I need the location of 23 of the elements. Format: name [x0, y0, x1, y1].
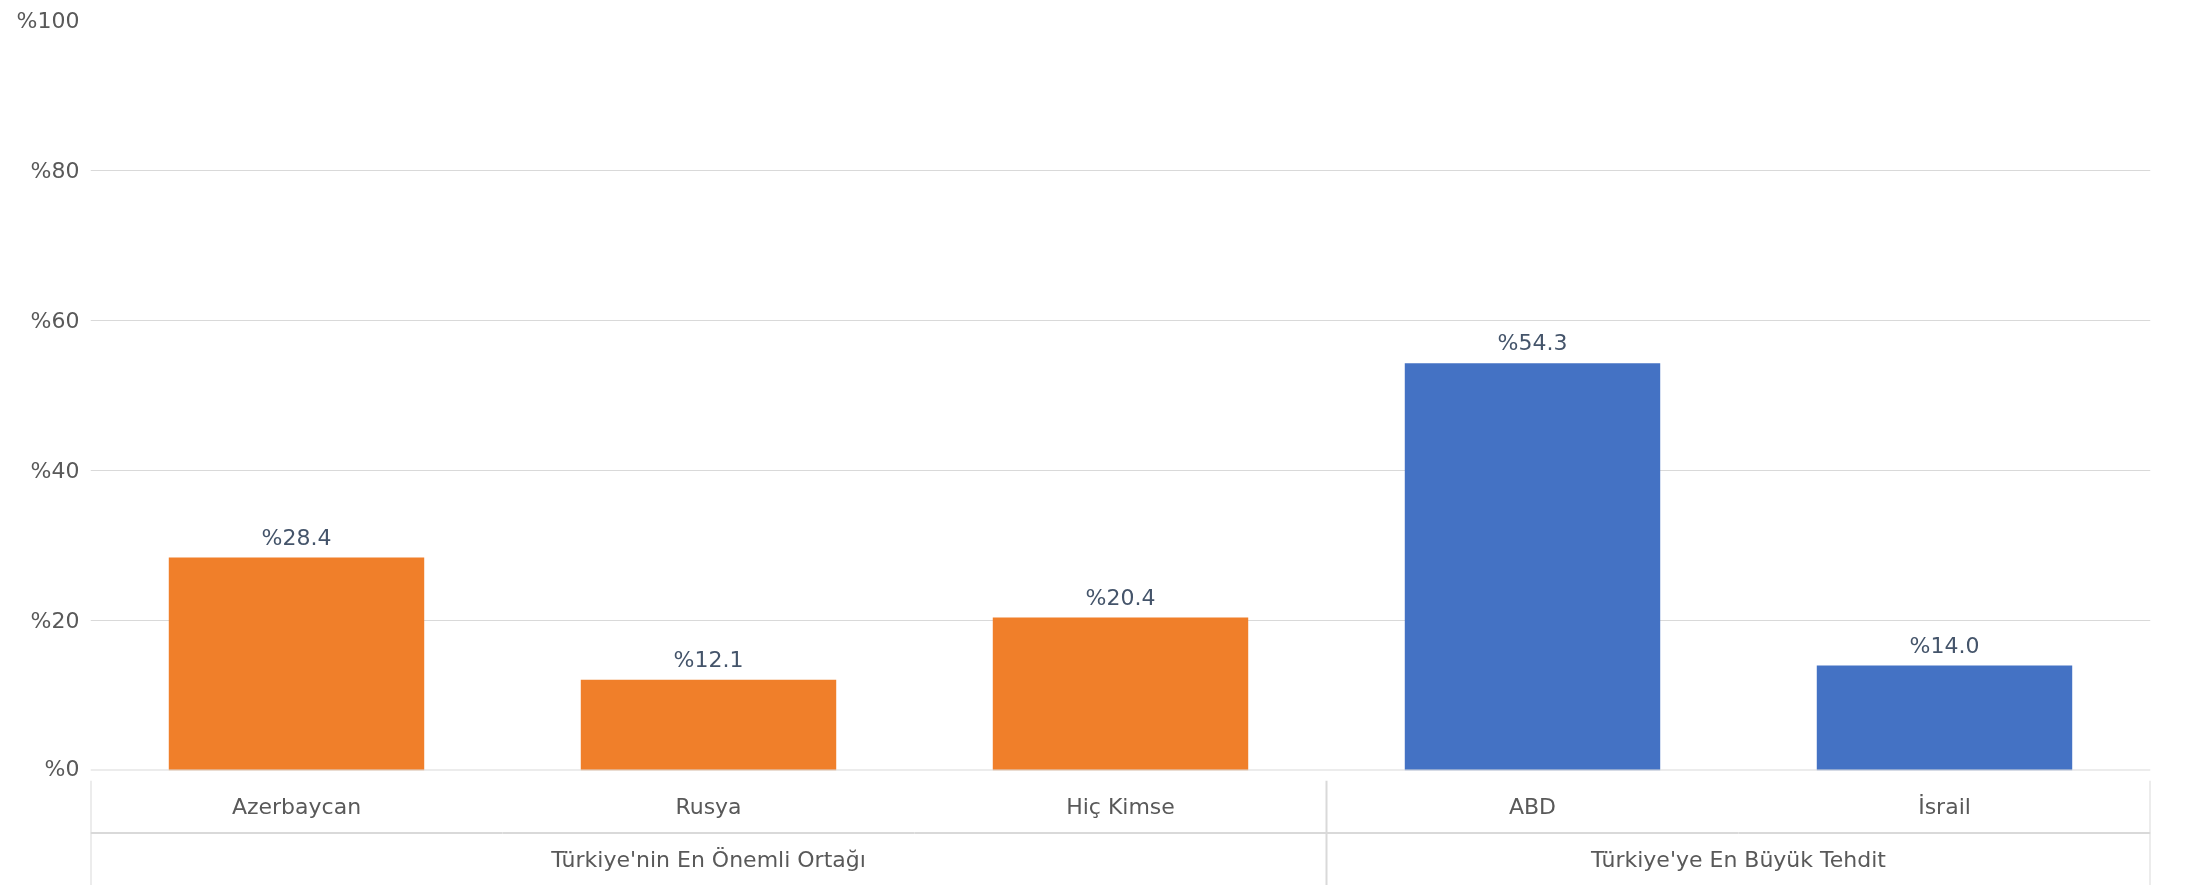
- bar: [992, 617, 1249, 771]
- bar: [168, 557, 425, 771]
- data-label: %14.0: [1909, 632, 1980, 658]
- bar: [1404, 363, 1661, 771]
- x-tick-label: Rusya: [675, 794, 742, 820]
- y-tick-label: %80: [30, 158, 80, 183]
- text: Türkiye'ye En Büyük Tehdit: [1590, 846, 1887, 872]
- x-tick-label: İsrail: [1918, 794, 1971, 820]
- bar: [580, 679, 837, 771]
- x-tick-label: Hiç Kimse: [1066, 794, 1175, 820]
- y-tick-label: %0: [44, 755, 80, 781]
- x-tick-label: ABD: [1508, 794, 1557, 820]
- x-tick-label: Azerbaycan: [231, 794, 362, 820]
- y-tick-label: %20: [30, 608, 80, 633]
- data-label: %12.1: [673, 646, 744, 672]
- data-label: %54.3: [1497, 330, 1568, 356]
- y-tick-label: %40: [30, 458, 80, 483]
- text: Türkiye'nin En Önemli Ortağı: [550, 846, 866, 872]
- y-tick-label: %100: [16, 8, 80, 33]
- bar: [1816, 665, 2073, 771]
- data-label: %20.4: [1085, 584, 1156, 610]
- y-tick-label: %60: [30, 308, 80, 333]
- data-label: %28.4: [261, 524, 332, 550]
